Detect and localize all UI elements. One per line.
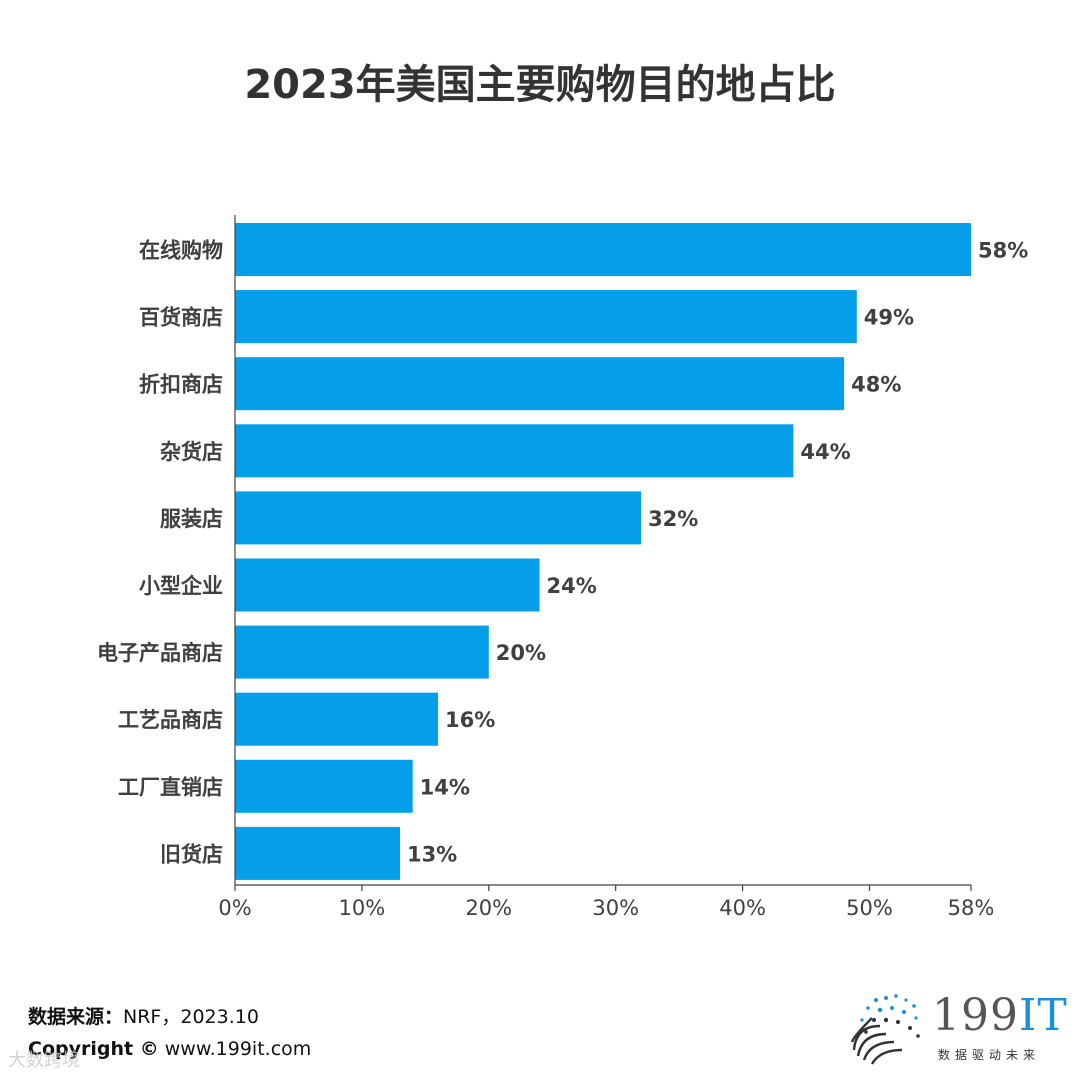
logo-dots-icon <box>850 994 920 1065</box>
bar <box>235 290 857 344</box>
data-label: 14% <box>420 775 470 799</box>
x-tick-label: 10% <box>339 896 386 920</box>
bar <box>235 692 439 746</box>
x-tick-label: 50% <box>846 896 893 920</box>
copyright-label: Copyright © <box>28 1038 159 1060</box>
logo-text-main: 199 <box>932 990 1019 1041</box>
watermark: 大数跨境 <box>8 1050 80 1071</box>
logo-199it: 199IT 数据驱动未来 <box>846 990 1068 1070</box>
axis-layer: 0% 10% 20% 30% 40% 50% 58% <box>218 215 994 920</box>
bar <box>235 424 794 478</box>
data-label: 13% <box>407 842 457 866</box>
bar <box>235 223 971 276</box>
data-label: 58% <box>978 239 1028 263</box>
copyright: Copyright © www.199it.com <box>28 1038 311 1060</box>
labels-layer: 在线购物 58% 百货商店 49% 折扣商店 48% 杂货店 44% 服装店 32% 小型企业 24%… <box>97 239 1028 867</box>
bar <box>235 558 540 612</box>
category-label: 杂货店 <box>160 440 223 464</box>
bar <box>235 826 400 880</box>
data-label: 20% <box>496 641 546 665</box>
x-tick-label: 0% <box>218 896 251 920</box>
data-label: 16% <box>445 708 495 732</box>
x-tick-label: 40% <box>719 896 766 920</box>
logo-text: 199IT <box>932 990 1068 1041</box>
chart-title: 2023年美国主要购物目的地占比 <box>244 62 836 108</box>
logo-text-accent: IT <box>1018 990 1068 1041</box>
category-label: 折扣商店 <box>139 373 223 397</box>
x-tick-label: 58% <box>948 896 995 920</box>
bars-layer <box>235 223 971 880</box>
data-label: 32% <box>648 507 698 531</box>
bar <box>235 759 413 813</box>
data-label: 44% <box>800 440 850 464</box>
category-label: 在线购物 <box>139 239 223 263</box>
data-label: 48% <box>851 373 901 397</box>
category-label: 服装店 <box>160 507 223 531</box>
category-label: 电子产品商店 <box>97 641 223 665</box>
bar <box>235 357 845 411</box>
category-label: 百货商店 <box>139 306 223 330</box>
x-tick-label: 20% <box>465 896 512 920</box>
category-label: 工厂直销店 <box>118 775 223 799</box>
data-label: 49% <box>864 306 914 330</box>
source-value: NRF，2023.10 <box>123 1006 259 1028</box>
category-label: 工艺品商店 <box>118 708 223 732</box>
logo-tagline: 数据驱动未来 <box>938 1048 1041 1062</box>
category-label: 旧货店 <box>160 842 223 866</box>
x-tick-label: 30% <box>592 896 639 920</box>
data-source: 数据来源：NRF，2023.10 <box>28 1002 259 1029</box>
copyright-url: www.199it.com <box>164 1038 312 1060</box>
source-label: 数据来源： <box>28 1006 124 1028</box>
bar <box>235 491 642 545</box>
bar <box>235 625 489 679</box>
data-label: 24% <box>547 574 597 598</box>
category-label: 小型企业 <box>139 574 223 598</box>
